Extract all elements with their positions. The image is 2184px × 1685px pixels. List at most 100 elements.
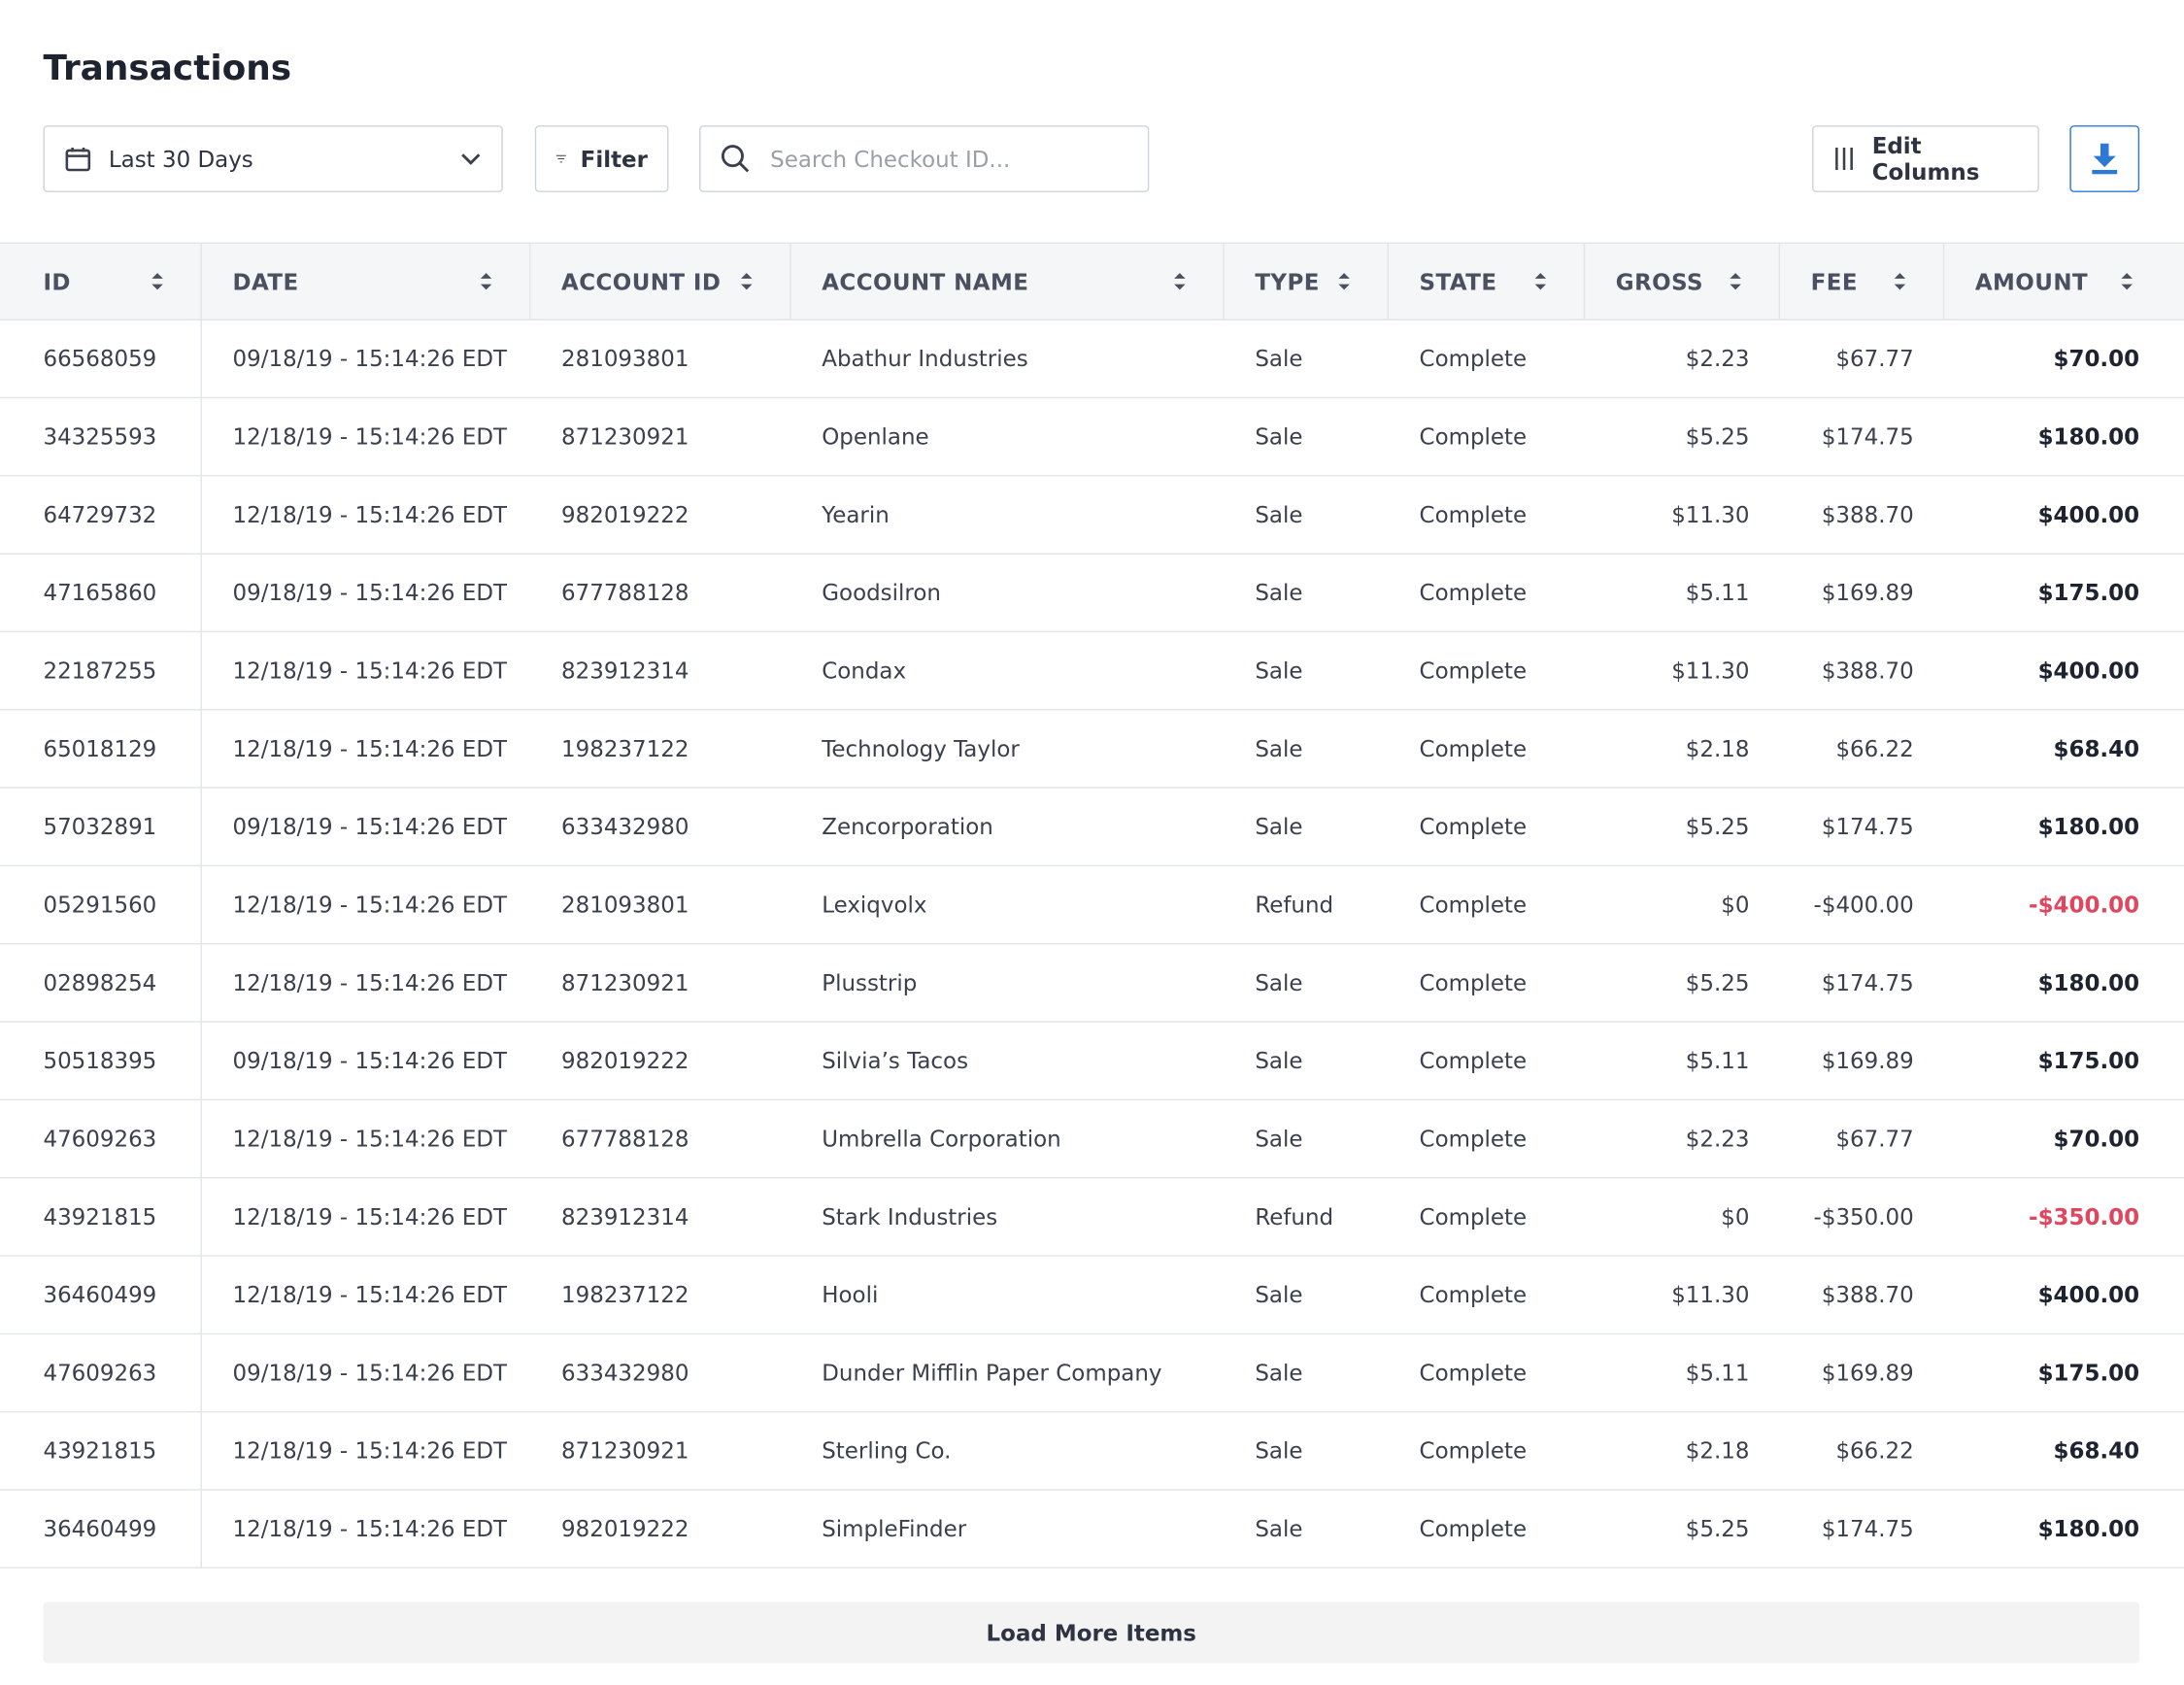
sort-icon <box>2121 273 2133 290</box>
table-cell: 633432980 <box>561 813 689 840</box>
table-cell: $174.75 <box>1821 1515 1914 1542</box>
table-row: 64729732 12/18/19 - 15:14:26 EDT 982019222… <box>0 476 2184 555</box>
table-row: 47165860 09/18/19 - 15:14:26 EDT 677788128… <box>0 554 2184 633</box>
table-cell: 66568059 <box>0 320 202 397</box>
table-cell: Complete <box>1419 1359 1528 1387</box>
table-cell: 36460499 <box>0 1490 202 1567</box>
calendar-icon <box>65 148 91 172</box>
table-cell: $68.40 <box>2053 1437 2140 1465</box>
filter-button[interactable]: Filter <box>534 125 669 192</box>
table-cell: $5.11 <box>1685 579 1750 606</box>
table-cell: 12/18/19 - 15:14:26 EDT <box>232 735 508 762</box>
table-cell: $175.00 <box>2037 1359 2140 1387</box>
table-cell: 09/18/19 - 15:14:26 EDT <box>232 345 508 372</box>
table-cell: -$400.00 <box>2029 891 2140 919</box>
table-cell: $68.40 <box>2053 735 2140 762</box>
column-header[interactable]: GROSS <box>1585 244 1781 320</box>
table-cell: Sale <box>1255 813 1303 840</box>
table-cell: 57032891 <box>0 788 202 865</box>
chevron-icon <box>461 153 481 165</box>
table-cell: Sale <box>1255 735 1303 762</box>
table-cell: Refund <box>1255 891 1334 919</box>
table-cell: Complete <box>1419 1437 1528 1465</box>
table-cell: $180.00 <box>2037 813 2140 840</box>
column-header[interactable]: ACCOUNT ID <box>530 244 791 320</box>
table-cell: 12/18/19 - 15:14:26 EDT <box>232 1203 508 1230</box>
table-cell: Complete <box>1419 579 1528 606</box>
table-cell: $2.23 <box>1685 345 1750 372</box>
table-cell: Sale <box>1255 501 1303 528</box>
table-cell: 12/18/19 - 15:14:26 EDT <box>232 423 508 451</box>
table-cell: 12/18/19 - 15:14:26 EDT <box>232 1437 508 1465</box>
column-header[interactable]: TYPE <box>1225 244 1390 320</box>
page-title: Transactions <box>43 47 292 88</box>
table-cell: 02898254 <box>0 944 202 1022</box>
table-cell: $0 <box>1721 891 1750 919</box>
table-cell: 198237122 <box>561 1281 689 1308</box>
table-cell: Sale <box>1255 969 1303 996</box>
table-cell: -$400.00 <box>1813 891 1914 919</box>
column-header[interactable]: DATE <box>202 244 531 320</box>
table-cell: 871230921 <box>561 423 689 451</box>
table-cell: Complete <box>1419 1515 1528 1542</box>
edit-columns-button[interactable]: Edit Columns <box>1812 125 2039 192</box>
table-cell: Sale <box>1255 1047 1303 1074</box>
table-cell: Complete <box>1419 891 1528 919</box>
date-range-label: Last 30 Days <box>108 145 253 173</box>
table-cell: 36460499 <box>0 1256 202 1333</box>
table-row: 36460499 12/18/19 - 15:14:26 EDT 198237122… <box>0 1256 2184 1335</box>
table-cell: 34325593 <box>0 398 202 476</box>
table-cell: Silvia’s Tacos <box>822 1047 969 1074</box>
table-cell: $388.70 <box>1821 1281 1914 1308</box>
table-cell: 50518395 <box>0 1022 202 1099</box>
table-cell: Sterling Co. <box>822 1437 952 1465</box>
table-cell: Complete <box>1419 735 1528 762</box>
table-cell: Complete <box>1419 423 1528 451</box>
sort-icon <box>151 273 163 290</box>
table-cell: $70.00 <box>2053 1125 2140 1153</box>
table-cell: SimpleFinder <box>822 1515 967 1542</box>
table-cell: Sale <box>1255 345 1303 372</box>
table-row: 57032891 09/18/19 - 15:14:26 EDT 633432980… <box>0 788 2184 867</box>
filter-label: Filter <box>580 145 648 173</box>
table-row: 50518395 09/18/19 - 15:14:26 EDT 982019222… <box>0 1022 2184 1101</box>
table-cell: 43921815 <box>0 1178 202 1256</box>
table-cell: Sale <box>1255 657 1303 685</box>
table-cell: 871230921 <box>561 969 689 996</box>
table-cell: Sale <box>1255 1281 1303 1308</box>
table-cell: Zencorporation <box>822 813 993 840</box>
column-header[interactable]: ID <box>0 244 202 320</box>
table-cell: $0 <box>1721 1203 1750 1230</box>
column-label: DATE <box>232 268 299 295</box>
column-header[interactable]: FEE <box>1780 244 1945 320</box>
table-cell: $5.11 <box>1685 1047 1750 1074</box>
table-cell: 12/18/19 - 15:14:26 EDT <box>232 657 508 685</box>
table-cell: Umbrella Corporation <box>822 1125 1061 1153</box>
table-cell: 12/18/19 - 15:14:26 EDT <box>232 1125 508 1153</box>
table-row: 47609263 12/18/19 - 15:14:26 EDT 677788128… <box>0 1100 2184 1179</box>
table-cell: Goodsilron <box>822 579 941 606</box>
table-row: 66568059 09/18/19 - 15:14:26 EDT 281093801… <box>0 320 2184 399</box>
table-cell: $388.70 <box>1821 501 1914 528</box>
table-row: 47609263 09/18/19 - 15:14:26 EDT 633432980… <box>0 1334 2184 1413</box>
table-row: 34325593 12/18/19 - 15:14:26 EDT 871230921… <box>0 398 2184 477</box>
column-header[interactable]: STATE <box>1389 244 1586 320</box>
date-range-select[interactable]: Last 30 Days <box>43 125 503 192</box>
column-label: FEE <box>1810 268 1858 295</box>
sort-icon <box>1534 273 1547 290</box>
search-input[interactable]: Search Checkout ID... <box>699 125 1150 192</box>
table-cell: Dunder Mifflin Paper Company <box>822 1359 1162 1387</box>
table-cell: 47609263 <box>0 1100 202 1177</box>
search-placeholder: Search Checkout ID... <box>770 145 1011 173</box>
column-header[interactable]: ACCOUNT NAME <box>791 244 1225 320</box>
table-cell: $174.75 <box>1821 813 1914 840</box>
column-header[interactable]: AMOUNT <box>1944 244 2184 319</box>
table-cell: $388.70 <box>1821 657 1914 685</box>
load-more-button[interactable]: Load More Items <box>43 1601 2140 1664</box>
table-cell: $5.11 <box>1685 1359 1750 1387</box>
download-button[interactable] <box>2069 125 2140 192</box>
sort-icon <box>1730 273 1741 290</box>
table-row: 43921815 12/18/19 - 15:14:26 EDT 871230921… <box>0 1412 2184 1491</box>
table-cell: $66.22 <box>1835 735 1914 762</box>
